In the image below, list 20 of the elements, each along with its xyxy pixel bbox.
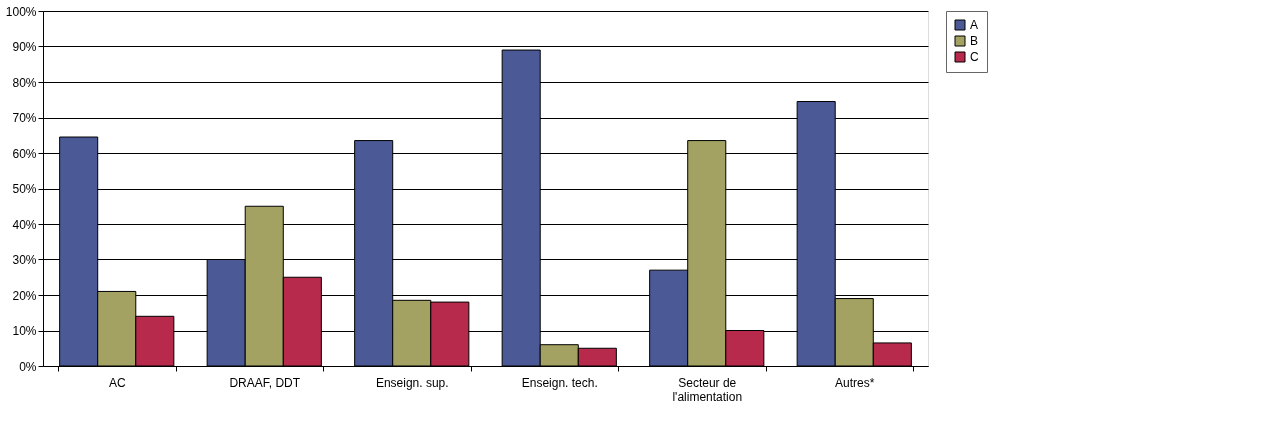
y-tick-label: 10% (12, 324, 37, 338)
y-tick-label: 80% (12, 75, 37, 90)
y-tick-label: 20% (12, 288, 37, 303)
x-tick-label: Secteur de l'alimentation (672, 375, 743, 404)
x-tick-label: Enseign. sup. (375, 375, 449, 390)
y-tick-label: 40% (12, 217, 37, 232)
y-tick-label: 70% (12, 111, 37, 125)
legend-label: C (970, 50, 979, 64)
x-tick-label: DRAAF, DDT (229, 375, 301, 390)
legend-label: B (970, 34, 979, 48)
x-tick-label: AC (108, 375, 126, 390)
y-tick-label: 0% (19, 359, 37, 374)
y-tick-label: 60% (12, 146, 37, 161)
x-tick-label: Enseign. tech. (521, 375, 598, 390)
y-tick-label: 90% (12, 40, 37, 54)
y-tick-label: 100% (5, 4, 37, 19)
legend-label: A (970, 18, 979, 32)
x-tick-label: Autres* (835, 375, 875, 390)
y-tick-label: 30% (12, 253, 37, 267)
y-tick-label: 50% (12, 182, 37, 196)
